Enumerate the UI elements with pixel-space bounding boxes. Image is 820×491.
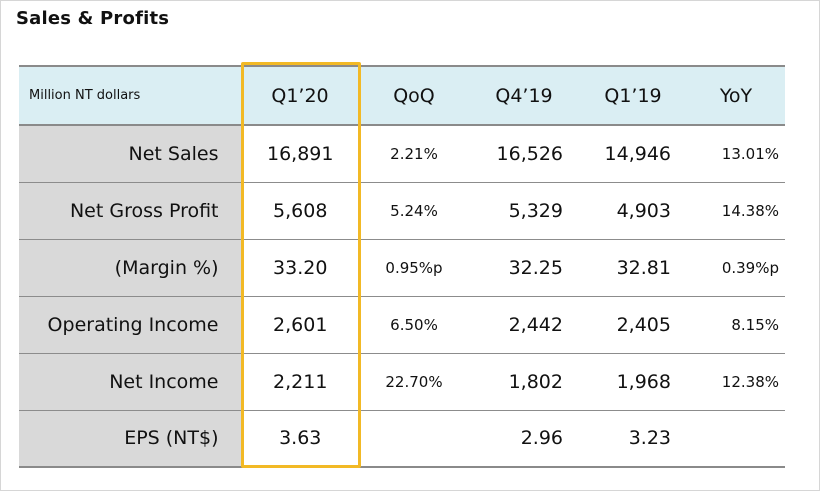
table-cell: 14.38% — [687, 181, 785, 240]
table-cell: 2.21% — [359, 124, 469, 183]
column-header-q1-20: Q1’20 — [241, 65, 359, 126]
table-cell: 1,968 — [579, 352, 687, 411]
table-cell: 2,601 — [241, 295, 359, 354]
table-row: Net Sales 16,891 2.21% 16,526 14,946 13.… — [19, 124, 785, 183]
table-cell: 5,608 — [241, 181, 359, 240]
table-row: EPS (NT$) 3.63 2.96 3.23 — [19, 409, 785, 468]
table-cell: 2,211 — [241, 352, 359, 411]
table-cell: 13.01% — [687, 124, 785, 183]
header-row: Million NT dollars Q1’20 QoQ Q4’19 Q1’19… — [19, 65, 785, 126]
table-cell: 5,329 — [469, 181, 579, 240]
row-label: (Margin %) — [19, 238, 242, 297]
table-cell: 5.24% — [359, 181, 469, 240]
table-cell: 16,891 — [241, 124, 359, 183]
column-header-yoy: YoY — [687, 65, 785, 126]
table-cell: 22.70% — [359, 352, 469, 411]
table-cell: 12.38% — [687, 352, 785, 411]
table-row: Net Gross Profit 5,608 5.24% 5,329 4,903… — [19, 181, 785, 240]
row-label: EPS (NT$) — [19, 409, 242, 468]
row-label: Net Gross Profit — [19, 181, 242, 240]
table-cell: 8.15% — [687, 295, 785, 354]
row-label: Net Income — [19, 352, 242, 411]
table-cell: 3.23 — [579, 409, 687, 468]
table-cell: 32.81 — [579, 238, 687, 297]
table-cell: 1,802 — [469, 352, 579, 411]
page-title: Sales & Profits — [16, 8, 170, 29]
column-header-q1-19: Q1’19 — [579, 65, 687, 126]
table-row: (Margin %) 33.20 0.95%p 32.25 32.81 0.39… — [19, 238, 785, 297]
row-label: Operating Income — [19, 295, 242, 354]
unit-label: Million NT dollars — [19, 65, 241, 126]
table-cell — [687, 409, 785, 468]
financial-table: Million NT dollars Q1’20 QoQ Q4’19 Q1’19… — [19, 65, 785, 468]
table-cell: 2,442 — [469, 295, 579, 354]
table-cell: 2.96 — [469, 409, 579, 468]
column-header-q4-19: Q4’19 — [469, 65, 579, 126]
table-cell: 0.95%p — [359, 238, 469, 297]
table-cell: 32.25 — [469, 238, 579, 297]
table-row: Net Income 2,211 22.70% 1,802 1,968 12.3… — [19, 352, 785, 411]
row-label: Net Sales — [19, 124, 242, 183]
table-cell: 33.20 — [241, 238, 359, 297]
table-row: Operating Income 2,601 6.50% 2,442 2,405… — [19, 295, 785, 354]
column-header-qoq: QoQ — [359, 65, 469, 126]
table-cell: 16,526 — [469, 124, 579, 183]
table-cell: 2,405 — [579, 295, 687, 354]
table-cell: 14,946 — [579, 124, 687, 183]
table-cell — [359, 409, 469, 468]
table-cell: 3.63 — [241, 409, 359, 468]
table-cell: 4,903 — [579, 181, 687, 240]
table-cell: 6.50% — [359, 295, 469, 354]
table-cell: 0.39%p — [687, 238, 785, 297]
